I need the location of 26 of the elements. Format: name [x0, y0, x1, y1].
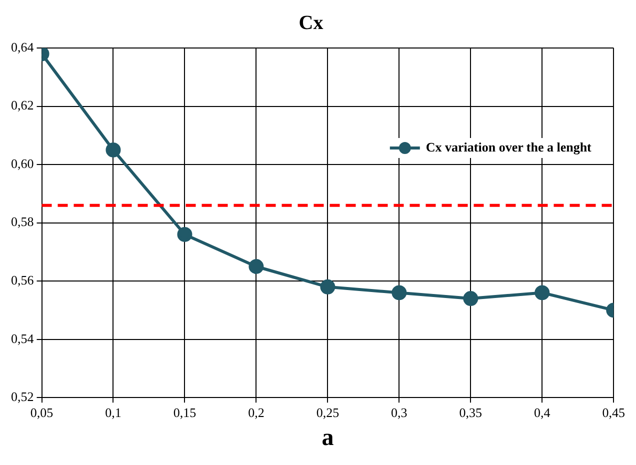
x-tick-label: 0,2: [248, 404, 264, 420]
point: [534, 285, 550, 300]
point: [392, 285, 407, 300]
x-axis-title: a: [322, 424, 334, 451]
y-tick-label: 0,64: [11, 39, 34, 54]
chart-title: Cx: [298, 12, 324, 34]
y-tick-label: 0,52: [11, 389, 34, 404]
y-tick-label: 0,56: [11, 272, 34, 288]
point: [248, 259, 264, 274]
point: [106, 142, 121, 158]
x-tick-label: 0,25: [316, 404, 340, 420]
legend-label: Cx variation over the a lenght: [426, 139, 592, 154]
x-tick-label: 0,35: [459, 404, 482, 420]
y-tick-label: 0,60: [11, 156, 34, 171]
point: [320, 279, 336, 294]
x-tick-label: 0,15: [173, 404, 196, 420]
x-tick-label: 0,45: [602, 404, 625, 420]
point: [177, 226, 192, 242]
x-tick-label: 0,05: [30, 404, 54, 420]
y-tick-label: 0,54: [11, 330, 34, 346]
y-tick-label: 0,58: [11, 214, 34, 230]
x-tick-label: 0,1: [105, 404, 122, 420]
y-tick-label: 0,62: [11, 98, 34, 113]
x-tick-label: 0,4: [534, 404, 551, 420]
point: [463, 291, 478, 306]
x-tick-label: 0,3: [391, 404, 408, 420]
